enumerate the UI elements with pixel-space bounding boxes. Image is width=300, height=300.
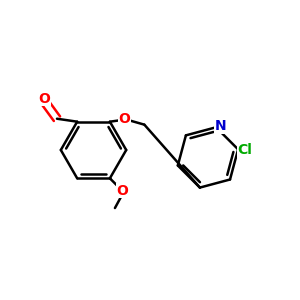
Text: O: O: [116, 184, 128, 198]
Text: O: O: [38, 92, 50, 106]
Text: O: O: [118, 112, 130, 126]
Text: Cl: Cl: [237, 143, 252, 157]
Text: N: N: [215, 119, 226, 133]
